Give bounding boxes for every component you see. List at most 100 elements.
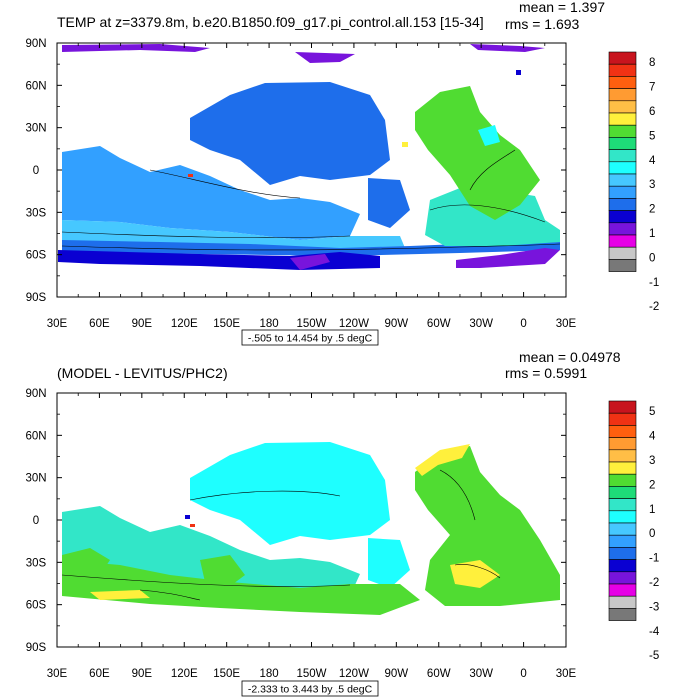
colorbar-swatch — [608, 437, 637, 451]
field-antarctic-shelf-pacific — [290, 254, 330, 270]
field-north-pacific — [190, 82, 390, 185]
x-tick-label: 30W — [469, 318, 493, 330]
y-tick-label: 90N — [25, 388, 46, 400]
colorbar-swatch — [608, 234, 637, 248]
x-tick-label: 120E — [171, 318, 198, 330]
x-tick-label: 60W — [427, 668, 451, 680]
y-tick-label: 90N — [25, 38, 46, 50]
colorbar-label: 5 — [649, 406, 655, 418]
temperature-panel: TEMP at z=3379.8m, b.e20.B1850.f09_g17.p… — [25, 0, 659, 346]
mean-label: mean = 0.04978 — [519, 349, 621, 365]
x-tick-label: 60W — [427, 318, 451, 330]
field-hotspot-2 — [190, 524, 195, 527]
colorbar-swatch — [608, 510, 637, 524]
field-indo-pacific — [62, 146, 360, 240]
colorbar-swatch — [608, 63, 637, 77]
x-tick-label: 90E — [132, 668, 153, 680]
panel-title: (MODEL - LEVITUS/PHC2) — [57, 365, 228, 381]
colorbar-swatch — [608, 185, 637, 199]
colorbar-label: 0 — [649, 252, 655, 264]
field-east-pacific — [368, 178, 410, 228]
x-tick-label: 90W — [385, 318, 409, 330]
field-antarctic-shelf-weddell — [456, 248, 560, 268]
field-southern-ocean — [62, 560, 420, 615]
colorbar-label: -1 — [649, 277, 659, 289]
colorbar-label: 2 — [649, 204, 655, 216]
colorbar-label: -2 — [649, 301, 659, 313]
colorbar-swatch — [608, 210, 637, 224]
colorbar-label: 7 — [649, 82, 655, 94]
rms-label: rms = 1.693 — [505, 16, 580, 32]
colorbar-swatch — [608, 161, 637, 175]
colorbar-label: 1 — [649, 504, 655, 516]
y-tick-label: 30S — [26, 207, 47, 219]
colorbar-label: 5 — [649, 130, 655, 142]
contour-info-box — [241, 329, 379, 346]
colorbar-swatch — [608, 400, 637, 414]
colorbar: 5 4 3 2 1 0 -1 -2 -3 -4 -5 — [608, 400, 660, 662]
contour-info-box — [241, 680, 379, 697]
colorbar-label: 6 — [649, 106, 655, 118]
field-circumpolar-warm — [90, 590, 150, 600]
x-tick-label: 120E — [171, 668, 198, 680]
field-north-atlantic-edge — [415, 444, 470, 476]
colorbar-swatch — [608, 259, 637, 272]
colorbar-swatch — [608, 486, 637, 499]
y-tick-label: 60S — [26, 250, 47, 262]
colorbar-swatch — [608, 412, 637, 426]
y-tick-label: 60N — [25, 430, 46, 442]
contour-info-label: -2.333 to 3.443 by .5 degC — [248, 684, 373, 696]
y-tick-label: 30N — [25, 473, 46, 485]
x-tick-label: 150W — [296, 318, 326, 330]
x-tick-label: 90E — [132, 318, 153, 330]
x-tick-label: 120W — [339, 318, 369, 330]
colorbar-swatch — [608, 571, 637, 585]
colorbar-swatch — [608, 583, 637, 597]
colorbar-swatch — [608, 522, 637, 536]
colorbar-swatch — [608, 100, 637, 114]
contour-info-label: -.505 to 14.454 by .5 degC — [248, 333, 373, 345]
field-arctic-pacific — [295, 52, 355, 63]
difference-panel: (MODEL - LEVITUS/PHC2) mean = 0.04978 rm… — [25, 349, 660, 697]
colorbar-label: 0 — [649, 528, 655, 540]
colorbar-label: 3 — [649, 455, 655, 467]
field-hotspot — [402, 142, 408, 147]
colorbar-swatch — [608, 51, 637, 65]
field-hotspot — [185, 515, 190, 519]
field-north-atlantic — [415, 86, 540, 220]
contour-lines — [61, 149, 561, 251]
x-tick-label: 180 — [259, 668, 278, 680]
x-tick-label: 90W — [385, 668, 409, 680]
colorbar-swatch — [608, 608, 637, 621]
field-east-pacific — [368, 538, 410, 588]
colorbar-label: 4 — [649, 155, 656, 167]
field-hotspot-2 — [188, 174, 193, 177]
x-tick-label: 30E — [47, 318, 68, 330]
x-tick-label: 120W — [339, 668, 369, 680]
y-tick-label: 0 — [33, 165, 39, 177]
x-tick-label: 0 — [520, 318, 526, 330]
y-tick-label: 60N — [25, 80, 46, 92]
field-west-pacific-warm — [62, 548, 110, 578]
y-tick-label: 30S — [26, 557, 47, 569]
x-tick-label: 150E — [213, 668, 240, 680]
field-north-pacific — [190, 442, 390, 545]
field-north-atlantic-pocket — [478, 125, 500, 146]
colorbar-swatch — [608, 498, 637, 512]
colorbar-label: 8 — [649, 57, 655, 69]
map-fields — [62, 442, 560, 615]
x-tick-label: 30E — [47, 668, 68, 680]
colorbar-label: 3 — [649, 179, 655, 191]
y-tick-label: 90S — [26, 642, 47, 654]
x-tick-label: 180 — [259, 318, 278, 330]
x-tick-label: 60E — [89, 318, 110, 330]
colorbar-swatch — [608, 173, 637, 187]
x-tick-label: 30E — [556, 318, 577, 330]
x-tick-label: 60E — [89, 668, 110, 680]
x-tick-label: 30W — [469, 668, 493, 680]
colorbar-label: 4 — [649, 431, 656, 443]
colorbar-label: -5 — [649, 650, 659, 662]
field-south-atlantic-warm — [450, 560, 500, 588]
colorbar-swatch — [608, 547, 637, 560]
